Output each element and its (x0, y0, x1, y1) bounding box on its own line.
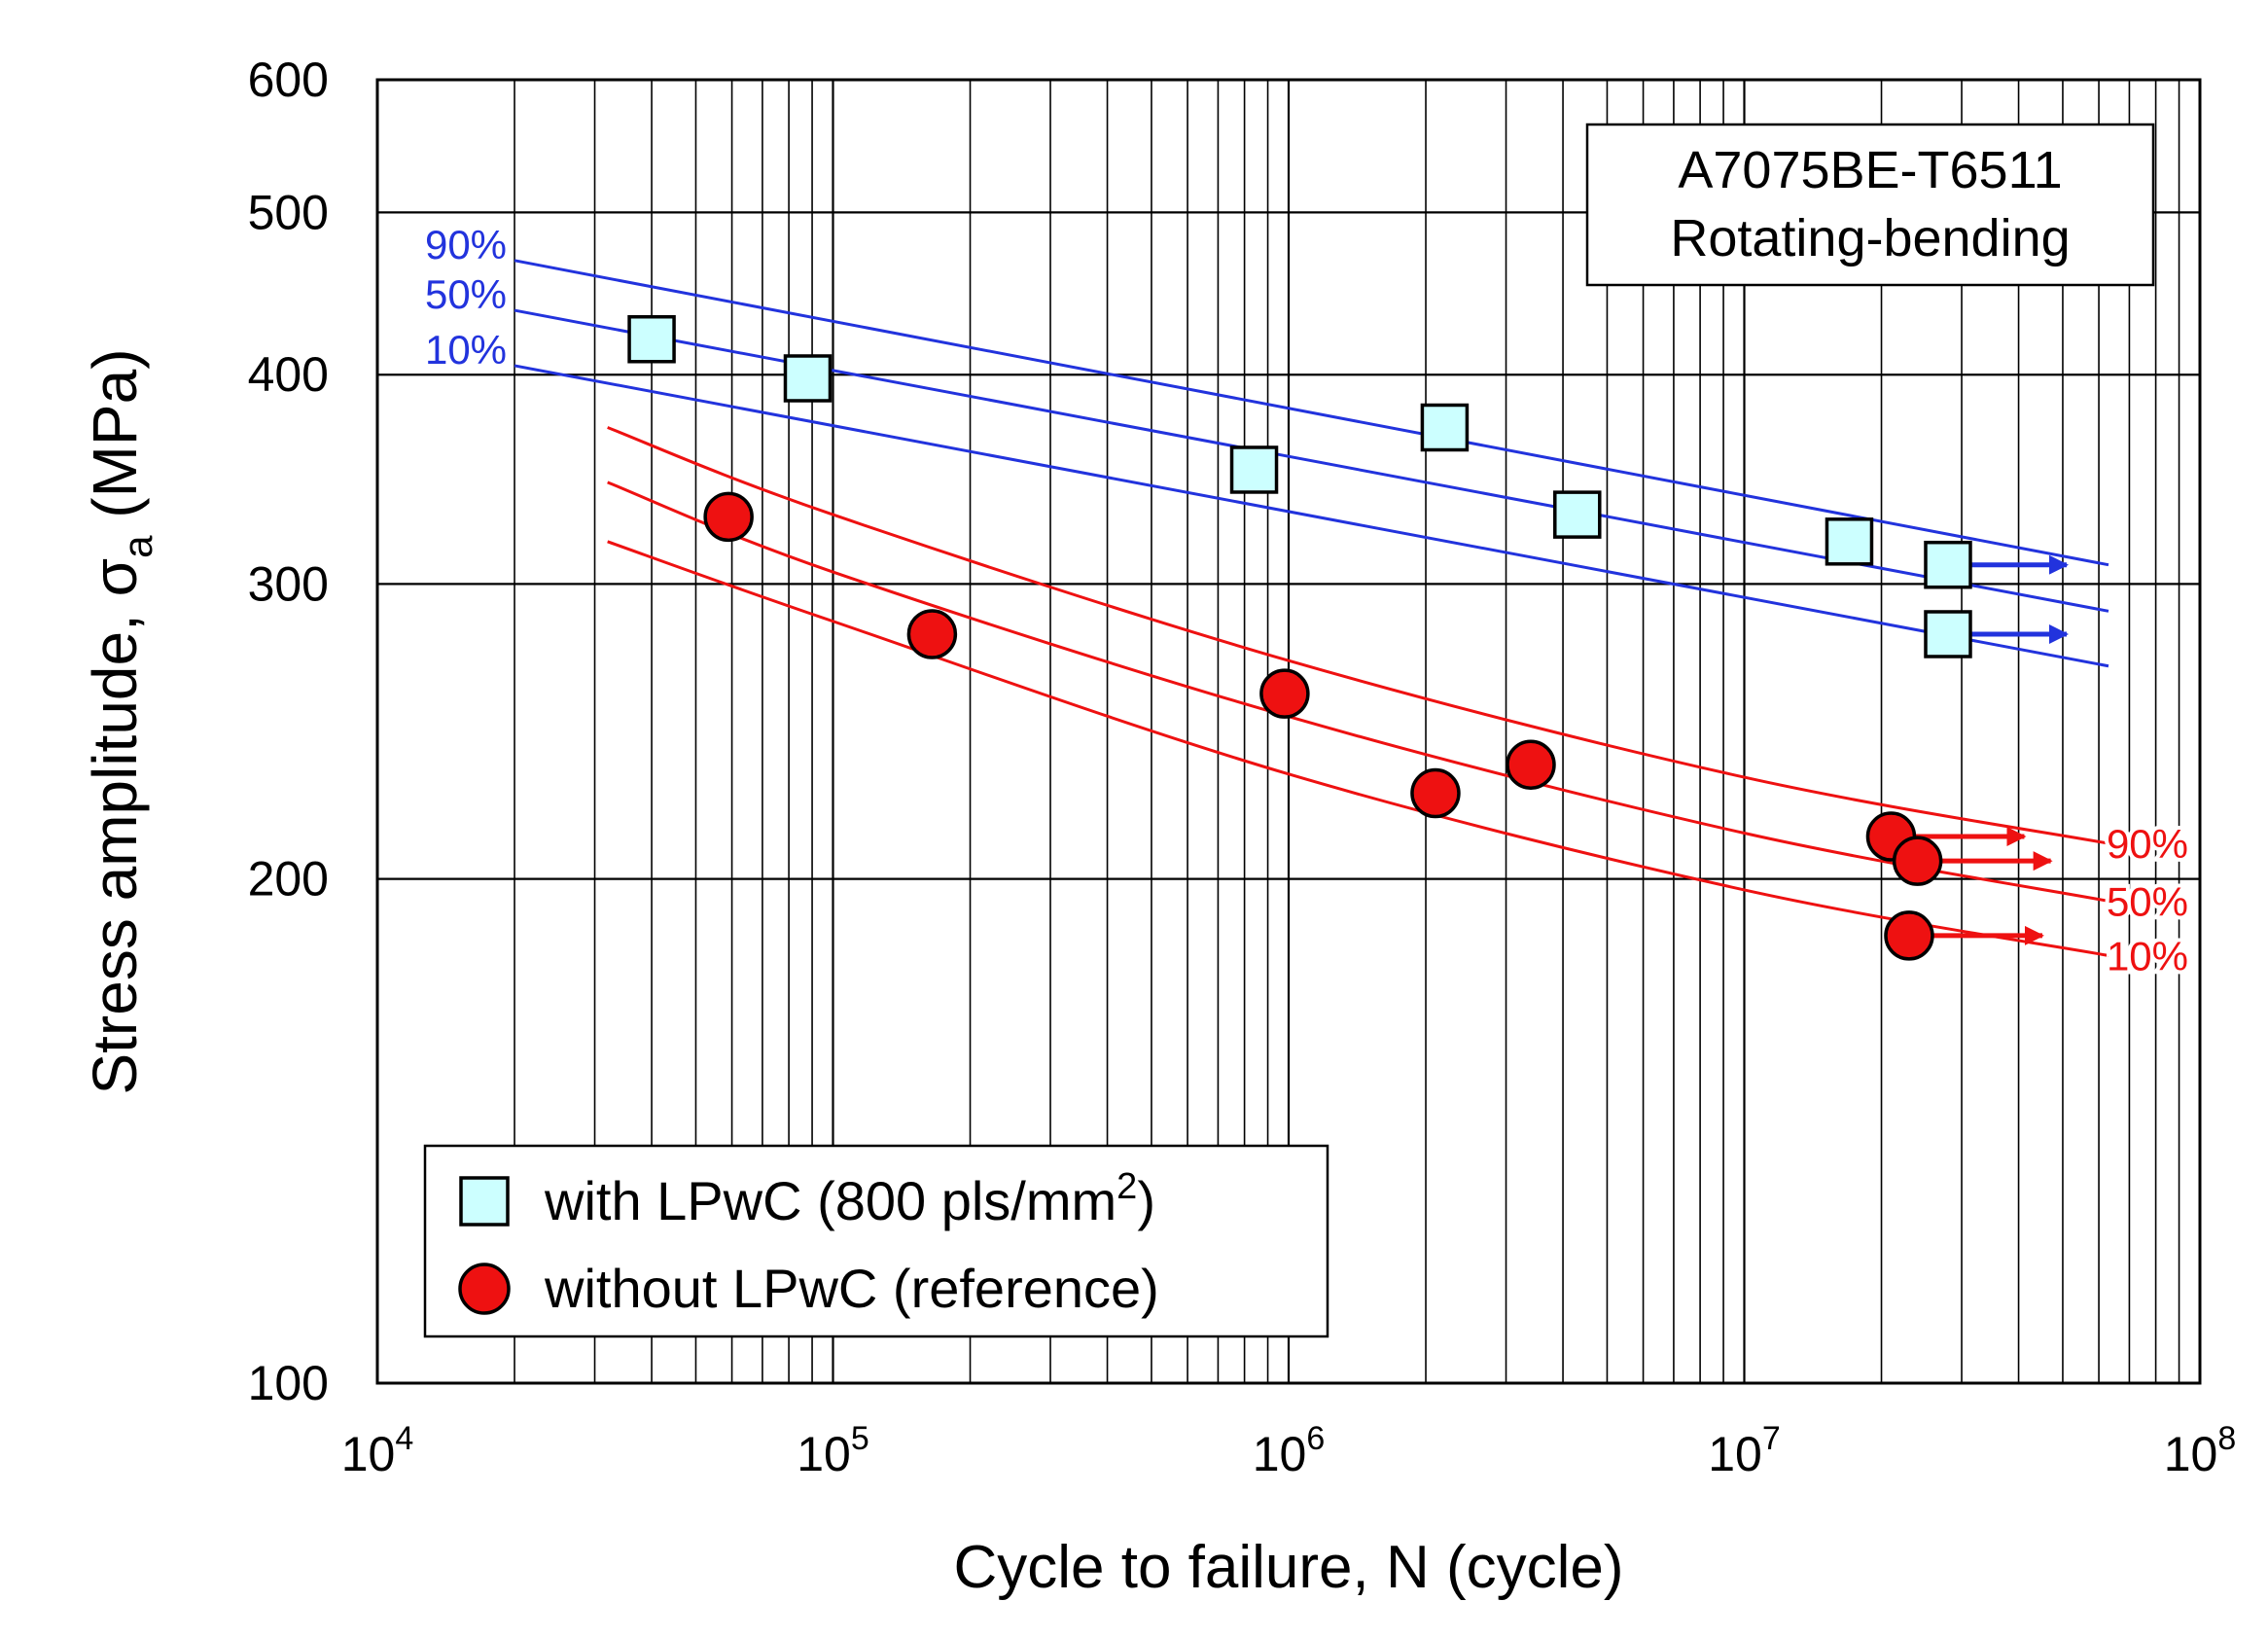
x-tick-label: 106 (1253, 1420, 1326, 1481)
x-tick-label: 104 (341, 1420, 414, 1481)
legend-circle-marker (458, 1263, 511, 1315)
info-box-line: Rotating-bending (1670, 209, 2070, 267)
legend-square-marker (459, 1176, 510, 1227)
y-tick-label: 600 (248, 53, 329, 107)
legend-label: with LPwC (800 pls/mm2) (544, 1166, 1155, 1231)
x-tick-label: 108 (2164, 1420, 2237, 1481)
lpwc-point (783, 354, 833, 403)
reference-line-10pct-label: 10% (2107, 933, 2188, 979)
lpwc-point (627, 314, 676, 364)
reference-point (1259, 668, 1310, 719)
lpwc-point (1924, 610, 1972, 658)
info-box: A7075BE-T6511 Rotating-bending (1585, 123, 2155, 287)
lpwc-point (1924, 540, 1972, 589)
reference-point (1506, 739, 1556, 790)
y-tick-label: 500 (248, 185, 329, 239)
y-axis-label: Stress amplitude, σa (MPa) (80, 348, 160, 1094)
lpwc-point (1553, 490, 1602, 539)
legend-label: without LPwC (reference) (544, 1258, 1159, 1319)
annotations: A7075BE-T6511 Rotating-bending with LPwC (… (423, 123, 2155, 1338)
y-tick-label: 300 (248, 556, 329, 611)
lpwc-line-50pct (514, 308, 2109, 613)
data-points (627, 314, 2069, 961)
reference-point (1410, 767, 1461, 819)
legend-frame (423, 1144, 1329, 1338)
reference-point (1892, 836, 1943, 886)
y-tick-label: 100 (248, 1356, 329, 1410)
y-tick-label: 200 (248, 852, 329, 907)
plot-frame (375, 78, 2202, 1385)
lpwc-line-50pct-label: 50% (425, 271, 507, 317)
lpwc-point (1229, 445, 1279, 494)
legend: with LPwC (800 pls/mm2) without LPwC (ref… (423, 1144, 1329, 1338)
reference-line-90pct-label: 90% (2107, 821, 2188, 867)
info-box-frame (1585, 123, 2155, 287)
lpwc-point (1825, 517, 1874, 566)
lpwc-point (1420, 403, 1470, 452)
lpwc-line-90pct-label: 90% (425, 222, 507, 267)
lpwc-line-10pct (514, 364, 2109, 668)
reference-line-50pct (607, 480, 2109, 903)
reference-point (703, 491, 754, 543)
axes: 100 200 300 400 500 600 104 105 106 107 108 Cycle t… (80, 53, 2236, 1601)
x-tick-label: 105 (797, 1420, 869, 1481)
info-box-line: A7075BE-T6511 (1678, 141, 2062, 199)
lpwc-line-10pct-label: 10% (425, 327, 507, 373)
reference-line-10pct (607, 540, 2109, 957)
lpwc-line-90pct (514, 259, 2109, 567)
reference-line-50pct-label: 50% (2107, 878, 2188, 924)
reference-point (906, 609, 958, 659)
reference-line-90pct (607, 426, 2109, 845)
y-tick-label: 400 (248, 347, 329, 402)
reference-point (1884, 910, 1934, 961)
x-axis-label: Cycle to failure, N (cycle) (953, 1534, 1623, 1601)
x-tick-label: 107 (1708, 1420, 1781, 1481)
